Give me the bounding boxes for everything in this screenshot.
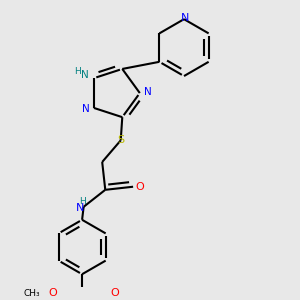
Text: H: H — [74, 67, 81, 76]
Text: H: H — [79, 197, 86, 206]
Text: N: N — [81, 70, 88, 80]
Text: CH₃: CH₃ — [23, 289, 40, 298]
Text: N: N — [144, 86, 152, 97]
Text: O: O — [136, 182, 144, 192]
Text: N: N — [76, 203, 85, 213]
Text: O: O — [111, 288, 119, 298]
Text: O: O — [48, 288, 57, 298]
Text: N: N — [82, 104, 90, 115]
Text: S: S — [117, 135, 124, 145]
Text: N: N — [182, 13, 190, 22]
